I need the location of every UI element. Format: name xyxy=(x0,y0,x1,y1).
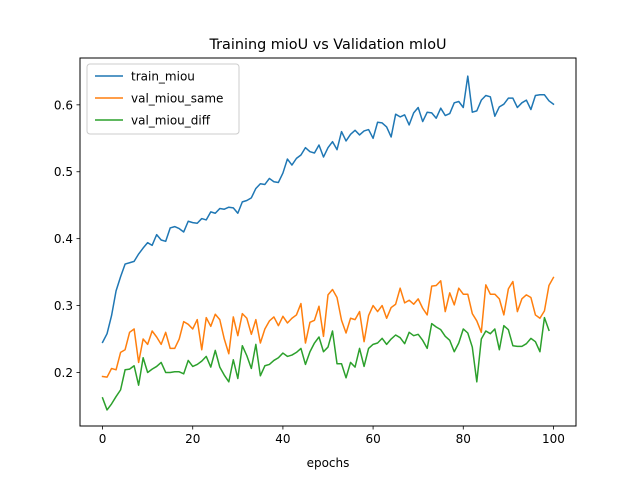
plot-area xyxy=(101,75,555,411)
series-line-val-miou-diff xyxy=(101,316,550,411)
series-line-val-miou-same xyxy=(101,276,555,378)
y-tick-label: 0.2 xyxy=(54,366,73,380)
chart-title: Training mioU vs Validation mIoU xyxy=(208,37,446,53)
legend-label-val-miou-same: val_miou_same xyxy=(131,92,223,106)
legend-box xyxy=(86,63,240,135)
legend-label-train-miou: train_miou xyxy=(131,70,195,84)
x-tick-label: 20 xyxy=(185,432,200,446)
legend: train_miou val_miou_same val_miou_diff xyxy=(86,63,240,135)
x-tick-label: 60 xyxy=(365,432,380,446)
y-tick-label: 0.5 xyxy=(54,165,73,179)
x-tick-label: 0 xyxy=(99,432,107,446)
x-tick-label: 80 xyxy=(456,432,471,446)
x-tick-label: 100 xyxy=(542,432,565,446)
legend-label-val-miou-diff: val_miou_diff xyxy=(131,114,211,128)
x-tick-label: 40 xyxy=(275,432,290,446)
y-tick-label: 0.3 xyxy=(54,299,73,313)
x-axis-label: epochs xyxy=(307,456,350,470)
y-tick-label: 0.4 xyxy=(54,232,73,246)
axes-frame xyxy=(79,57,577,427)
series-line-train-miou xyxy=(101,75,555,344)
y-tick-label: 0.6 xyxy=(54,98,73,112)
